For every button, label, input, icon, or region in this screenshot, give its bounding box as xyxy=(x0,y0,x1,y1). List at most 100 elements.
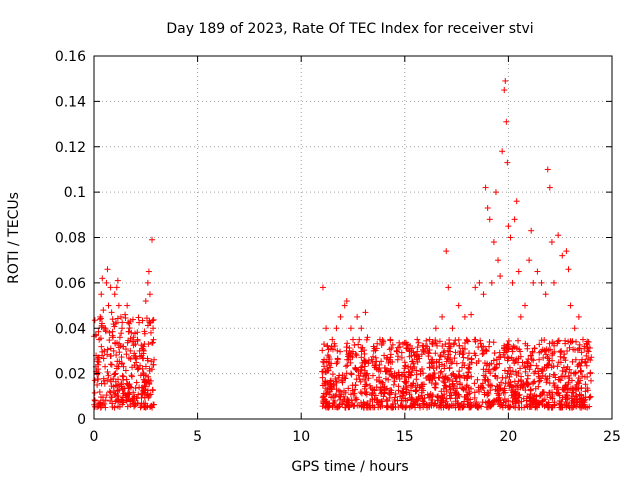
data-point xyxy=(410,360,417,367)
data-point xyxy=(133,355,140,362)
data-point xyxy=(481,391,488,398)
data-point xyxy=(503,118,510,125)
data-point xyxy=(572,369,579,376)
data-point xyxy=(118,325,125,332)
data-point xyxy=(466,361,473,368)
data-point xyxy=(320,397,327,404)
data-point xyxy=(420,404,427,411)
data-point xyxy=(149,340,156,347)
data-point xyxy=(108,393,115,400)
data-point xyxy=(424,343,431,350)
data-point xyxy=(464,355,471,362)
data-point xyxy=(464,391,471,398)
data-point xyxy=(363,371,370,378)
data-point xyxy=(401,359,408,366)
data-point xyxy=(576,341,583,348)
data-point xyxy=(347,359,354,366)
data-point xyxy=(583,340,590,347)
data-point xyxy=(341,387,348,394)
data-point xyxy=(454,394,461,401)
data-point xyxy=(432,381,439,388)
data-point xyxy=(480,291,487,298)
data-point xyxy=(520,395,527,402)
data-point xyxy=(582,381,589,388)
data-point xyxy=(113,363,120,370)
data-point xyxy=(398,354,405,361)
data-point xyxy=(522,340,529,347)
data-point xyxy=(517,313,524,320)
data-point xyxy=(539,367,546,374)
data-point xyxy=(510,403,517,410)
data-point xyxy=(381,364,388,371)
data-point xyxy=(563,366,570,373)
data-point xyxy=(323,399,330,406)
data-point xyxy=(438,392,445,399)
data-point xyxy=(412,388,419,395)
data-point xyxy=(370,404,377,411)
data-point xyxy=(131,362,138,369)
data-point xyxy=(391,370,398,377)
data-point xyxy=(579,336,586,343)
data-point xyxy=(368,356,375,363)
data-point xyxy=(578,392,585,399)
data-point xyxy=(407,372,414,379)
y-tick-label: 0.02 xyxy=(55,367,86,383)
data-point xyxy=(555,359,562,366)
data-point xyxy=(363,391,370,398)
x-tick-label: 15 xyxy=(396,429,414,445)
data-point xyxy=(434,342,441,349)
y-tick-label: 0.04 xyxy=(55,321,86,337)
data-point xyxy=(432,350,439,357)
data-point xyxy=(548,239,555,246)
data-point xyxy=(569,358,576,365)
data-point xyxy=(395,387,402,394)
data-point xyxy=(443,358,450,365)
data-point xyxy=(563,248,570,255)
data-point xyxy=(409,396,416,403)
data-point xyxy=(321,363,328,370)
data-point xyxy=(376,336,383,343)
data-point xyxy=(98,394,105,401)
data-point xyxy=(544,166,551,173)
data-point xyxy=(490,239,497,246)
data-point xyxy=(511,216,518,223)
data-point xyxy=(580,399,587,406)
data-point xyxy=(404,397,411,404)
data-point xyxy=(338,376,345,383)
data-point xyxy=(436,356,443,363)
data-point xyxy=(446,336,453,343)
data-point xyxy=(140,347,147,354)
data-point xyxy=(386,346,393,353)
data-point xyxy=(511,392,518,399)
data-point xyxy=(512,358,519,365)
data-point xyxy=(328,394,335,401)
data-point xyxy=(120,373,127,380)
data-point xyxy=(414,336,421,343)
data-point xyxy=(551,348,558,355)
data-point xyxy=(505,346,512,353)
data-point xyxy=(399,404,406,411)
data-point xyxy=(354,402,361,409)
data-point xyxy=(325,359,332,366)
data-point xyxy=(357,378,364,385)
data-point xyxy=(515,337,522,344)
data-point xyxy=(572,356,579,363)
data-point xyxy=(409,365,416,372)
data-point xyxy=(542,291,549,298)
data-point xyxy=(101,400,108,407)
data-point xyxy=(377,403,384,410)
data-point xyxy=(485,381,492,388)
data-point xyxy=(124,302,131,309)
data-point xyxy=(96,389,103,396)
data-point xyxy=(495,396,502,403)
data-point xyxy=(528,227,535,234)
data-point xyxy=(483,362,490,369)
data-point xyxy=(112,398,119,405)
data-point xyxy=(468,356,475,363)
data-point xyxy=(377,368,384,375)
data-point xyxy=(511,344,518,351)
data-point xyxy=(569,404,576,411)
data-point xyxy=(329,371,336,378)
data-point xyxy=(447,354,454,361)
data-point xyxy=(574,379,581,386)
